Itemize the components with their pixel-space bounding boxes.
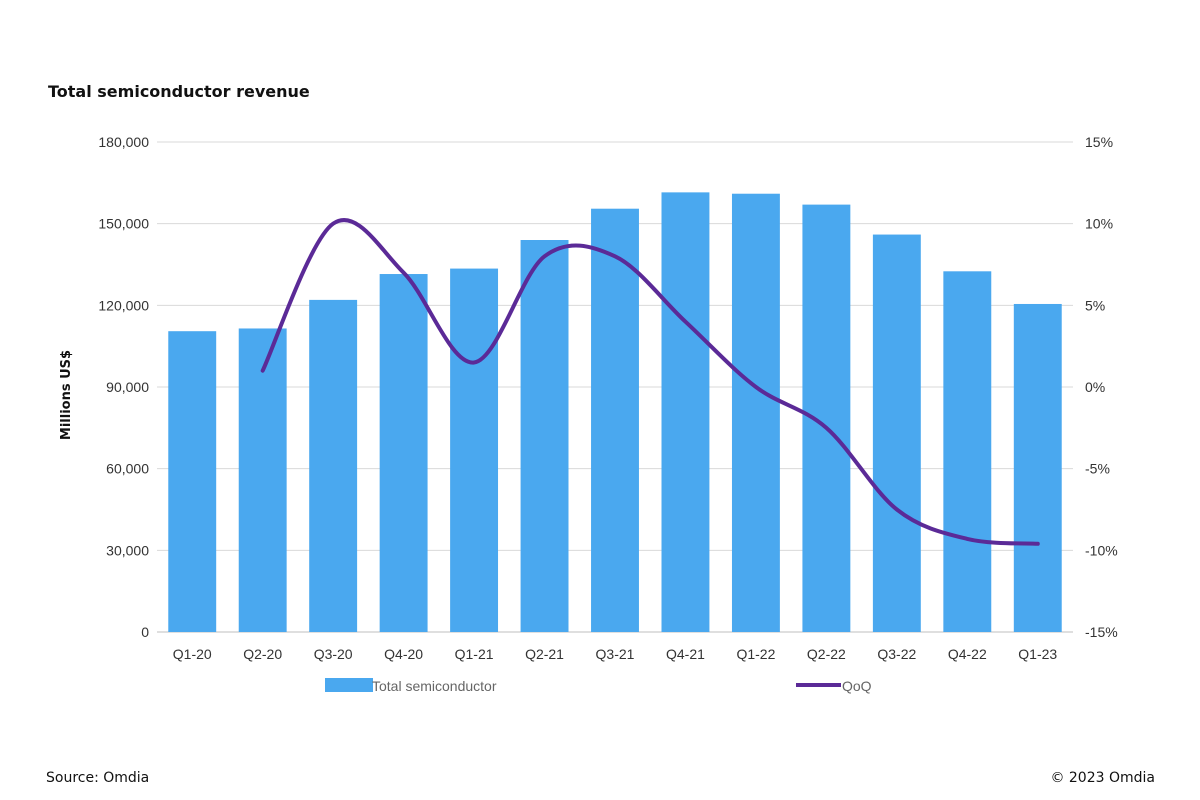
x-tick-label: Q4-20	[384, 646, 423, 662]
x-tick-label: Q1-23	[1018, 646, 1057, 662]
y-tick-label: 0	[141, 624, 149, 640]
legend: Total semiconductor QoQ	[325, 678, 872, 694]
line-series	[260, 218, 1040, 546]
y-tick-label: 30,000	[106, 542, 149, 558]
y2-tick-label: -10%	[1085, 542, 1118, 558]
y-axis-left-ticks: 0 30,000 60,000 90,000 120,000 150,000 180,000	[98, 134, 149, 640]
y-tick-label: 180,000	[98, 134, 149, 150]
copyright-note: © 2023 Omdia	[1050, 770, 1155, 786]
bar-Q4-21	[661, 192, 710, 632]
bar-Q2-21	[520, 240, 569, 632]
y-axis-label: Millions US$	[59, 350, 74, 440]
x-tick-label: Q2-22	[807, 646, 846, 662]
qoq-point-Q2-22	[825, 426, 828, 429]
bar-Q4-20	[379, 274, 428, 632]
qoq-point-Q2-20	[261, 369, 264, 372]
y-tick-label: 60,000	[106, 461, 149, 477]
bar-Q1-20	[168, 331, 217, 632]
y2-tick-label: -5%	[1085, 461, 1110, 477]
x-tick-label: Q4-22	[948, 646, 987, 662]
qoq-point-Q3-22	[895, 508, 898, 511]
bar-Q4-22	[943, 271, 992, 632]
x-axis-ticks: Q1-20 Q2-20 Q3-20 Q4-20 Q1-21 Q2-21 Q3-21 Q4-21…	[173, 646, 1058, 662]
x-tick-label: Q3-20	[314, 646, 353, 662]
qoq-point-Q1-21	[473, 361, 476, 364]
x-tick-label: Q3-22	[877, 646, 916, 662]
bar-series	[168, 192, 1062, 633]
qoq-point-Q4-22	[966, 537, 969, 540]
y2-tick-label: 5%	[1085, 297, 1105, 313]
x-tick-label: Q1-20	[173, 646, 212, 662]
qoq-line	[260, 218, 1040, 546]
bar-Q1-22	[731, 193, 780, 632]
x-tick-label: Q3-21	[596, 646, 635, 662]
bar-Q3-21	[591, 208, 639, 632]
y2-tick-label: -15%	[1085, 624, 1118, 640]
qoq-point-Q1-22	[754, 386, 757, 389]
y-axis-right-ticks: -15% -10% -5% 0% 5% 10% 15%	[1085, 134, 1118, 640]
y-tick-label: 150,000	[98, 216, 149, 232]
bar-Q1-23	[1013, 303, 1062, 632]
x-tick-label: Q2-21	[525, 646, 564, 662]
qoq-point-Q4-20	[402, 271, 405, 274]
bar-Q2-22	[802, 204, 851, 632]
y2-tick-label: 0%	[1085, 379, 1105, 395]
source-note: Source: Omdia	[46, 770, 149, 786]
legend-label-bar: Total semiconductor	[372, 678, 497, 694]
qoq-point-Q1-23	[1036, 542, 1039, 545]
qoq-point-Q3-20	[332, 222, 335, 225]
bar-Q2-20	[238, 328, 287, 632]
qoq-point-Q4-21	[684, 320, 687, 323]
y-tick-label: 90,000	[106, 379, 149, 395]
bar-Q3-22	[872, 234, 921, 633]
y2-tick-label: 15%	[1085, 134, 1113, 150]
x-tick-label: Q1-21	[455, 646, 494, 662]
legend-label-line: QoQ	[842, 678, 872, 694]
qoq-point-Q2-21	[543, 255, 546, 258]
y-tick-label: 120,000	[98, 297, 149, 313]
x-tick-label: Q4-21	[666, 646, 705, 662]
bar-Q1-21	[450, 268, 499, 632]
y2-tick-label: 10%	[1085, 216, 1113, 232]
x-tick-label: Q2-20	[243, 646, 282, 662]
chart-title: Total semiconductor revenue	[48, 82, 310, 101]
qoq-point-Q3-21	[614, 255, 617, 258]
legend-swatch-bar	[325, 678, 373, 692]
x-tick-label: Q1-22	[736, 646, 775, 662]
bar-Q3-20	[309, 299, 358, 632]
